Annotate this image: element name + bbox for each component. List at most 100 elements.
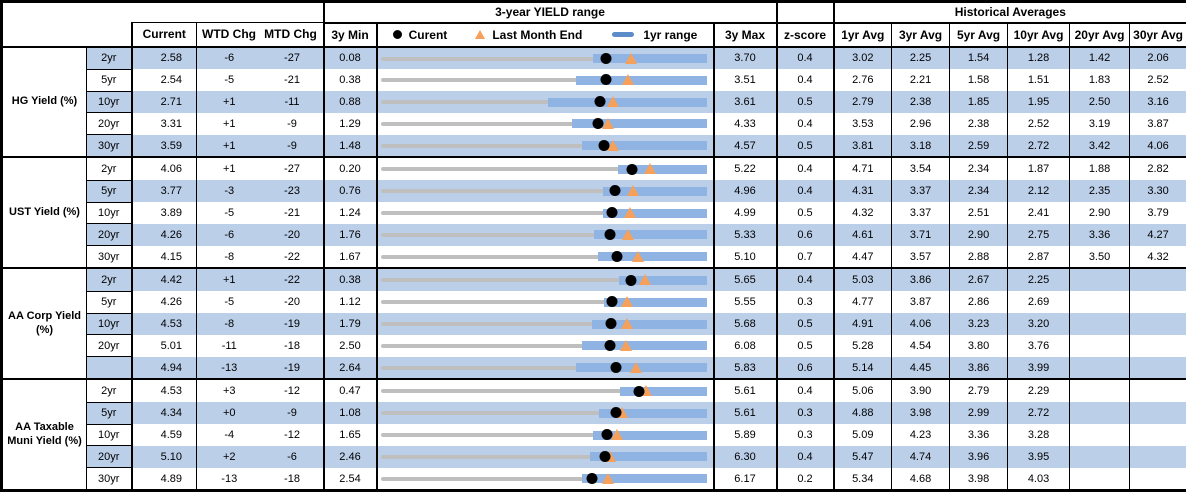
20yr-avg-value: 1.42 <box>1070 47 1130 70</box>
3y-min-value: 0.76 <box>324 180 377 202</box>
3yr-avg-value: 3.37 <box>892 180 950 202</box>
current-marker <box>612 251 623 262</box>
30yr-avg-value: 4.06 <box>1130 135 1186 158</box>
3yr-avg-value: 4.54 <box>892 335 950 357</box>
group-label: AA Corp Yield (%) <box>2 268 87 379</box>
legend-1yr-range-label: 1yr range <box>643 28 697 42</box>
range-chart-cell <box>377 291 714 313</box>
1yr-avg-value: 4.88 <box>834 402 892 424</box>
z-score-value: 0.4 <box>777 69 834 91</box>
wtd-chg-value: -13 <box>197 357 262 380</box>
z-score-value: 0.5 <box>777 313 834 335</box>
30yr-avg-value: 4.27 <box>1130 224 1186 246</box>
1yr-range-bar <box>576 363 707 372</box>
3y-min-value: 0.08 <box>324 47 377 70</box>
5yr-avg-value: 2.90 <box>950 224 1008 246</box>
3yr-avg-value: 2.25 <box>892 47 950 70</box>
30yr-avg-value <box>1130 291 1186 313</box>
current-value: 4.89 <box>132 468 197 491</box>
z-score-value: 0.5 <box>777 135 834 158</box>
range-chart <box>378 202 713 224</box>
3y-max-value: 4.33 <box>714 113 777 135</box>
3y-min-value: 2.46 <box>324 446 377 468</box>
30yr-avg-value <box>1130 313 1186 335</box>
current-value: 4.59 <box>132 424 197 446</box>
tenor-label: 2yr <box>87 268 132 291</box>
3y-min-value: 0.88 <box>324 91 377 113</box>
current-value: 3.77 <box>132 180 197 202</box>
mtd-chg-value: -19 <box>262 313 324 335</box>
5yr-avg-value: 2.99 <box>950 402 1008 424</box>
current-marker <box>609 185 620 196</box>
3yr-avg-value: 3.86 <box>892 268 950 291</box>
30yr-avg-value: 2.52 <box>1130 69 1186 91</box>
range-chart-cell <box>377 91 714 113</box>
range-chart-cell <box>377 379 714 402</box>
tenor-label: 10yr <box>87 313 132 335</box>
1yr-avg-value: 3.53 <box>834 113 892 135</box>
range-chart <box>378 380 713 402</box>
3yr-avg-value: 4.06 <box>892 313 950 335</box>
legend-last-month-end-label: Last Month End <box>492 28 582 42</box>
5yr-avg-value: 1.85 <box>950 91 1008 113</box>
current-marker <box>598 140 609 151</box>
last-month-end-marker <box>630 362 642 373</box>
current-marker <box>633 386 644 397</box>
5yr-avg-value: 3.98 <box>950 468 1008 491</box>
1yr-avg-value: 5.47 <box>834 446 892 468</box>
current-value: 5.01 <box>132 335 197 357</box>
current-marker <box>601 53 612 64</box>
5yr-avg-value: 3.36 <box>950 424 1008 446</box>
current-marker <box>606 207 617 218</box>
group-label: UST Yield (%) <box>2 157 87 268</box>
tenor-label: 2yr <box>87 379 132 402</box>
col-header-3y-max: 3y Max <box>714 23 777 47</box>
current-value: 4.42 <box>132 268 197 291</box>
current-value: 4.06 <box>132 157 197 180</box>
1yr-avg-value: 4.71 <box>834 157 892 180</box>
5yr-avg-value: 3.86 <box>950 357 1008 380</box>
30yr-avg-value <box>1130 379 1186 402</box>
range-chart <box>378 269 713 291</box>
group-label: HG Yield (%) <box>2 47 87 158</box>
range-chart <box>378 224 713 246</box>
3y-max-value: 5.89 <box>714 424 777 446</box>
tenor-label: 10yr <box>87 91 132 113</box>
10yr-avg-value: 2.75 <box>1008 224 1070 246</box>
tenor-label: 30yr <box>87 468 132 491</box>
z-score-value: 0.4 <box>777 180 834 202</box>
range-chart-cell <box>377 224 714 246</box>
tenor-label: 20yr <box>87 446 132 468</box>
wtd-chg-value: -3 <box>197 180 262 202</box>
1yr-avg-value: 5.06 <box>834 379 892 402</box>
3yr-avg-value: 4.45 <box>892 357 950 380</box>
1yr-range-bar <box>604 298 707 307</box>
last-month-end-marker <box>644 163 656 174</box>
3y-min-value: 2.64 <box>324 357 377 380</box>
col-header-1yr-avg: 1yr Avg <box>834 23 892 47</box>
30yr-avg-value <box>1130 268 1186 291</box>
1yr-range-bar <box>582 341 708 350</box>
20yr-avg-value <box>1070 379 1130 402</box>
3yr-avg-value: 3.87 <box>892 291 950 313</box>
3yr-avg-value: 3.37 <box>892 202 950 224</box>
3y-max-value: 3.70 <box>714 47 777 70</box>
10yr-avg-value: 2.69 <box>1008 291 1070 313</box>
3y-min-value: 1.76 <box>324 224 377 246</box>
3y-max-value: 6.17 <box>714 468 777 491</box>
current-marker <box>611 362 622 373</box>
3y-min-value: 1.08 <box>324 402 377 424</box>
1yr-avg-value: 5.14 <box>834 357 892 380</box>
3y-max-value: 5.68 <box>714 313 777 335</box>
tenor-label: 2yr <box>87 157 132 180</box>
last-month-end-marker <box>621 296 633 307</box>
range-chart <box>378 113 713 135</box>
20yr-avg-value: 3.36 <box>1070 224 1130 246</box>
wtd-chg-value: +1 <box>197 91 262 113</box>
z-score-value: 0.4 <box>777 379 834 402</box>
